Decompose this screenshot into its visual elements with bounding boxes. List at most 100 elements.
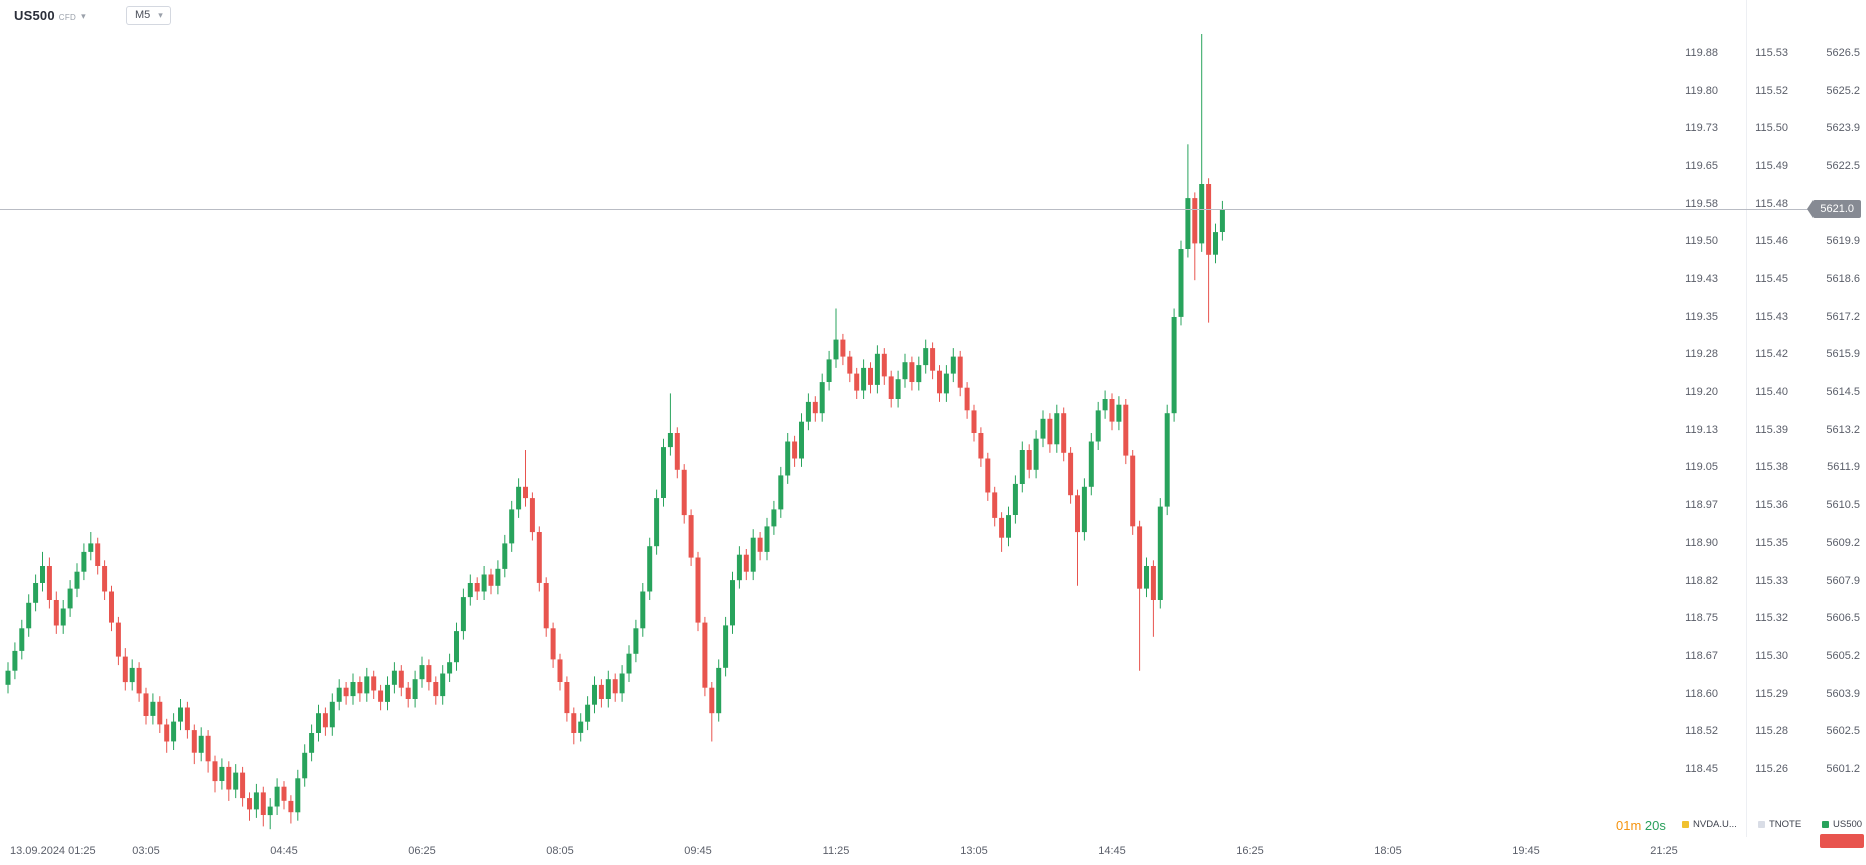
price-scale-label: 115.50 [1755, 122, 1788, 135]
candle-body [467, 583, 473, 598]
price-scale-label: 115.40 [1755, 386, 1788, 399]
candle-body [826, 359, 832, 382]
candle-body [454, 631, 459, 663]
candle-body [1047, 418, 1053, 445]
current-price-badge: 5621.0 [1807, 200, 1861, 218]
price-scale-row: 119.28 115.42 5615.9 [1636, 348, 1866, 362]
candle-body [1081, 486, 1087, 533]
candle-body [136, 667, 142, 694]
price-scale-label: 5625.2 [1826, 84, 1860, 97]
us500-price-badge[interactable] [1820, 834, 1864, 848]
candle-body [495, 568, 501, 586]
time-axis-label: 13:05 [960, 845, 988, 857]
candle-body [750, 537, 756, 572]
candle-body [847, 356, 853, 374]
price-scale-label: 5602.5 [1826, 725, 1860, 738]
candle-body [447, 662, 453, 674]
candle-body [405, 687, 411, 699]
price-scale-label: 115.52 [1755, 84, 1788, 97]
candle-body [1102, 399, 1108, 411]
price-scale-row: 119.20 115.40 5614.5 [1636, 386, 1866, 400]
candle-body [812, 401, 818, 414]
time-axis[interactable]: 13.09.2024 01:25 03:05 04:45 06:25 08:05 09:4… [0, 843, 1746, 863]
candle-body [385, 684, 390, 702]
candle-body [1157, 506, 1163, 600]
candle-body [1068, 452, 1074, 496]
price-scale-label: 118.75 [1685, 612, 1718, 625]
price-scale-label: 119.05 [1685, 461, 1718, 474]
candle-body [564, 682, 570, 714]
candle-body [1137, 526, 1143, 589]
candle-body [598, 684, 604, 699]
price-scale-row: 118.52 115.28 5602.5 [1636, 725, 1866, 739]
price-scale[interactable]: 119.88 115.53 5626.5 119.80 115.52 5625.2 119.… [1636, 0, 1866, 800]
candle-body [1219, 209, 1225, 232]
candle-body [1171, 317, 1177, 414]
candle-body [509, 509, 515, 544]
candle-body [716, 667, 722, 714]
candle-body [661, 447, 666, 498]
candle-body [971, 410, 977, 433]
candle-body [757, 537, 763, 552]
candle-body [1006, 515, 1011, 538]
chevron-down-icon: ▾ [158, 9, 163, 20]
time-axis-label: 03:05 [132, 845, 160, 857]
candle-body [1150, 566, 1156, 600]
candle-body [647, 546, 653, 592]
price-scale-label: 115.46 [1755, 235, 1788, 248]
candle-body [198, 735, 204, 753]
candle-body [371, 676, 377, 691]
price-scale-label: 119.20 [1685, 386, 1718, 399]
candle-body [440, 673, 446, 697]
legend-item[interactable]: US500 [1822, 819, 1862, 830]
time-axis-label: 14:45 [1098, 845, 1126, 857]
candle-body [253, 792, 259, 810]
candle-body [674, 433, 680, 470]
candle-body [1116, 404, 1122, 422]
candle-body [178, 707, 183, 722]
countdown-minutes: 01m [1616, 818, 1642, 833]
legend-item[interactable]: NVDA.U... [1682, 819, 1737, 830]
candle-body [391, 670, 397, 685]
price-scale-label: 118.52 [1685, 725, 1718, 738]
candle-body [502, 543, 508, 569]
price-scale-label: 119.50 [1685, 235, 1718, 248]
candle-body [785, 441, 791, 476]
price-scale-row: 119.43 115.45 5618.6 [1636, 273, 1866, 287]
legend-label: NVDA.U... [1693, 819, 1737, 830]
time-axis-label: 18:05 [1374, 845, 1402, 857]
candle-body [129, 667, 135, 683]
candle-body [840, 339, 846, 357]
candle-body [1019, 450, 1025, 484]
price-scale-label: 115.53 [1755, 47, 1788, 59]
candle-body [612, 679, 618, 694]
price-scale-row: 119.80 115.52 5625.2 [1636, 85, 1866, 99]
candle-body [364, 676, 370, 694]
candle-body [654, 498, 660, 547]
timeframe-selector[interactable]: M5 ▾ [126, 6, 171, 25]
candle-body [205, 735, 211, 762]
price-scale-row: 118.97 115.36 5610.5 [1636, 499, 1866, 513]
time-axis-label: 08:05 [546, 845, 574, 857]
price-scale-label: 115.36 [1755, 499, 1788, 512]
candlestick-chart[interactable] [0, 0, 1746, 843]
candle-body [964, 387, 970, 411]
time-axis-label: 21:25 [1650, 845, 1678, 857]
price-scale-label: 115.26 [1755, 762, 1788, 775]
candle-body [681, 469, 687, 516]
candle-body [460, 597, 466, 632]
instrument-type-label: CFD [58, 12, 77, 22]
candle-body [343, 687, 349, 697]
chart-legend: NVDA.U... TNOTE US500 [1682, 819, 1866, 833]
legend-label: US500 [1833, 819, 1863, 830]
price-scale-label: 115.45 [1755, 273, 1788, 286]
price-scale-label: 5614.5 [1826, 386, 1860, 399]
time-axis-label: 06:25 [408, 845, 436, 857]
time-axis-label: 09:45 [684, 845, 712, 857]
legend-item[interactable]: TNOTE [1758, 819, 1801, 830]
candle-body [557, 659, 563, 682]
symbol-selector[interactable]: US500 CFD ▾ [14, 8, 86, 23]
candle-body [633, 628, 639, 654]
candle-body [1054, 413, 1060, 445]
candle-body [640, 591, 646, 629]
